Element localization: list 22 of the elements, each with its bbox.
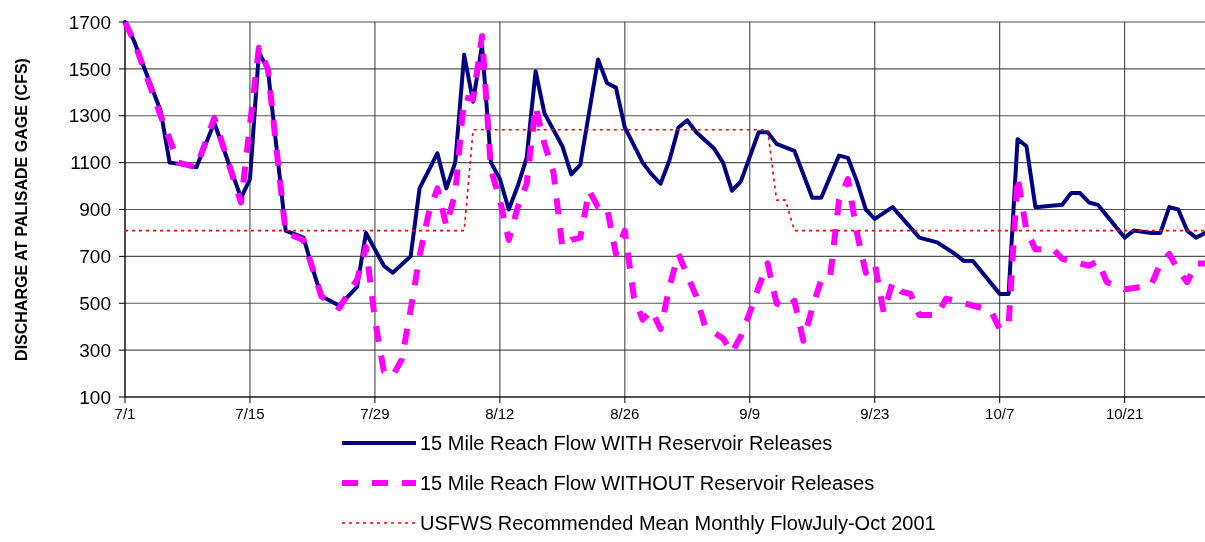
- x-tick-label: 9/23: [860, 405, 890, 422]
- legend-label: 15 Mile Reach Flow WITHOUT Reservoir Releases: [420, 472, 875, 494]
- x-tick-label: 9/9: [739, 405, 761, 422]
- x-tick-label: 10/21: [1105, 405, 1144, 422]
- y-axis-title: DISCHARGE AT PALISADE GAGE (CFS): [13, 58, 30, 361]
- x-tick-label: 7/1: [114, 405, 136, 422]
- y-tick-label: 1500: [68, 58, 111, 80]
- y-tick-label: 1100: [70, 152, 111, 174]
- x-tick-label: 7/29: [360, 405, 390, 422]
- legend-label: USFWS Recommended Mean Monthly FlowJuly-Oct 2001: [420, 512, 936, 534]
- legend-label: 15 Mile Reach Flow WITH Reservoir Releases: [420, 432, 833, 454]
- y-tick-label: 100: [79, 386, 111, 408]
- y-tick-label: 500: [79, 292, 111, 314]
- y-tick-label: 700: [79, 246, 111, 268]
- y-tick-label: 1300: [68, 105, 111, 127]
- y-tick-label: 900: [79, 199, 111, 221]
- x-tick-label: 8/12: [485, 405, 515, 422]
- x-tick-label: 8/26: [610, 405, 640, 422]
- y-tick-label: 1700: [68, 11, 111, 33]
- x-tick-label: 10/7: [985, 405, 1015, 422]
- y-tick-label: 300: [79, 339, 111, 361]
- x-tick-label: 7/15: [235, 405, 265, 422]
